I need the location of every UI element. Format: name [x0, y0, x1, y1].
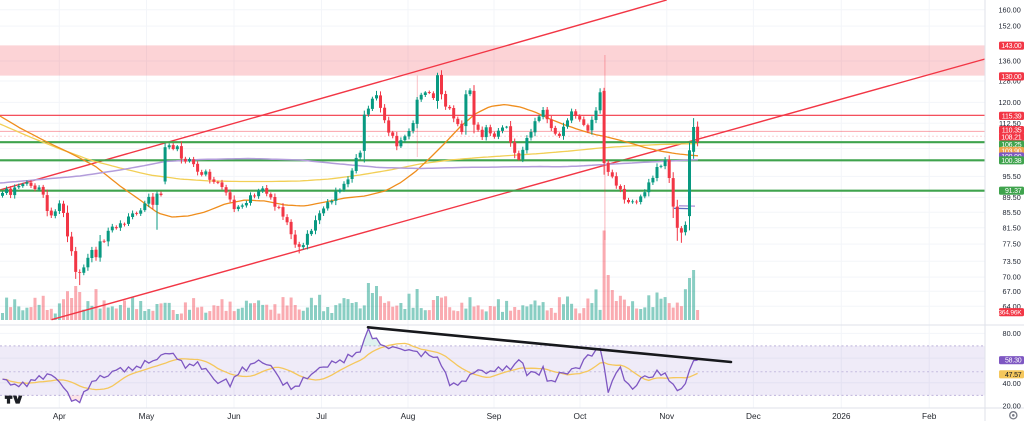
svg-text:Oct: Oct: [574, 411, 588, 421]
svg-text:81.50: 81.50: [1003, 223, 1021, 232]
svg-text:364.96K: 364.96K: [998, 310, 1022, 317]
svg-text:70.00: 70.00: [1003, 273, 1021, 282]
svg-text:100.38: 100.38: [1001, 158, 1022, 165]
svg-text:80.00: 80.00: [1003, 329, 1021, 338]
svg-text:Feb: Feb: [922, 411, 937, 421]
svg-text:Sep: Sep: [487, 411, 502, 421]
svg-text:40.00: 40.00: [1003, 379, 1021, 388]
svg-text:152.00: 152.00: [998, 22, 1020, 31]
svg-text:91.37: 91.37: [1005, 188, 1022, 195]
svg-text:136.00: 136.00: [998, 57, 1020, 66]
svg-text:Nov: Nov: [659, 411, 675, 421]
svg-text:73.50: 73.50: [1003, 257, 1021, 266]
svg-text:Dec: Dec: [746, 411, 761, 421]
svg-text:85.50: 85.50: [1003, 208, 1021, 217]
svg-text:67.00: 67.00: [1003, 287, 1021, 296]
svg-text:Jul: Jul: [316, 411, 327, 421]
svg-text:77.50: 77.50: [1003, 240, 1021, 249]
svg-text:120.00: 120.00: [998, 98, 1020, 107]
svg-text:2026: 2026: [832, 411, 851, 421]
svg-text:143.00: 143.00: [1001, 43, 1022, 50]
svg-text:160.00: 160.00: [998, 5, 1020, 14]
svg-text:Apr: Apr: [53, 411, 66, 421]
svg-text:47.57: 47.57: [1005, 372, 1022, 379]
svg-text:115.39: 115.39: [1002, 113, 1022, 120]
svg-text:May: May: [139, 411, 156, 421]
svg-text:Aug: Aug: [401, 411, 416, 421]
svg-text:130.00: 130.00: [1001, 74, 1022, 81]
svg-text:95.50: 95.50: [1003, 172, 1021, 181]
svg-text:58.30: 58.30: [1005, 358, 1022, 365]
svg-text:Jun: Jun: [227, 411, 241, 421]
